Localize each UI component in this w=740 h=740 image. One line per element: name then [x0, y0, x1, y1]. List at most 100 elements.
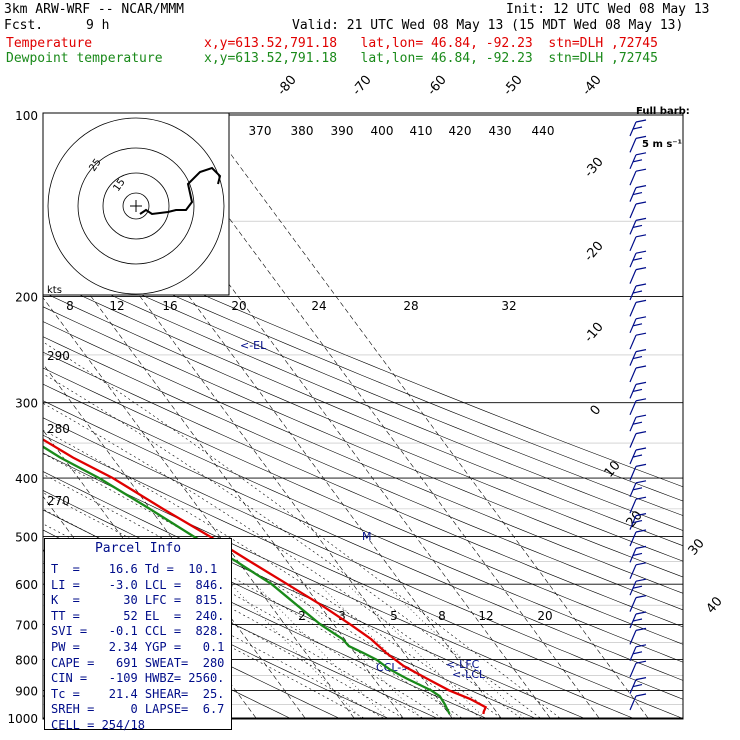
wind-barb-flag: [635, 119, 647, 123]
wind-barb: [629, 562, 647, 580]
moist-adiabat-line: [43, 473, 462, 719]
mixing-ratio-label: 3: [338, 609, 346, 623]
wind-barb-flag: [632, 651, 643, 655]
barb-legend: Full barb: 5 m s⁻¹: [636, 84, 690, 161]
hodograph-trace: [139, 166, 222, 216]
barb-legend-line2: 5 m s⁻¹: [642, 139, 682, 150]
wind-barb-flag: [635, 201, 647, 205]
theta-e-label: 390: [331, 124, 354, 138]
wind-barb-flag: [632, 126, 643, 130]
temperature-tick-label: -80: [275, 73, 300, 99]
wind-barb: [629, 365, 647, 383]
theta-e-label: 410: [410, 124, 433, 138]
wind-barb-staff: [629, 498, 637, 514]
wind-barb-flag: [632, 388, 643, 392]
model-title: 3km ARW-WRF -- NCAR/MMM: [4, 2, 185, 17]
wind-barb: [629, 496, 647, 514]
hodo-ring-middle: [102, 172, 170, 240]
wind-barb: [629, 185, 647, 202]
wind-barb: [629, 644, 647, 662]
wind-barb-flag: [635, 677, 647, 681]
wind-barb-flag: [632, 159, 643, 163]
pressure-tick-label: 300: [15, 397, 38, 411]
theta-e-label: 440: [532, 124, 555, 138]
pressure-tick-label: 200: [15, 291, 38, 305]
parcel-annotation: <-LFC: [446, 658, 480, 671]
hodo-ring-outer: [77, 147, 195, 265]
mixing-ratio-line: [287, 583, 422, 719]
dry-adiabat-line: [43, 263, 683, 531]
wind-barb: [629, 447, 647, 465]
wind-barb-staff: [629, 531, 637, 547]
wind-barb-staff: [629, 400, 637, 416]
wind-barb-flag: [632, 356, 643, 360]
wind-barb-flag: [635, 381, 647, 385]
wind-barb: [629, 217, 647, 235]
pressure-tick-label: 1000: [7, 712, 38, 726]
parcel-info-row: CIN = -109 HWBZ= 2560.: [51, 671, 225, 686]
temperature-legend: Temperature: [6, 36, 93, 51]
hodo-speed-tick: 12: [109, 299, 124, 313]
wind-barb-flag: [635, 267, 647, 271]
wind-barb-flag: [635, 545, 647, 549]
sounding-traces: [43, 438, 488, 715]
wind-barb-flag: [635, 660, 647, 664]
wind-barb-flag: [635, 595, 647, 599]
wind-barb-flag: [635, 283, 647, 287]
wind-barb: [629, 480, 647, 498]
pressure-tick-label: 700: [15, 619, 38, 633]
hodo-speed-tick: 28: [403, 299, 418, 313]
moist-adiabat-line: [43, 373, 541, 719]
wind-barb-flag: [635, 529, 647, 533]
wind-barb-staff: [629, 138, 637, 153]
dry-adiabat-line: [43, 367, 683, 645]
dry-adiabat-line: [43, 452, 633, 719]
wind-barb-flag: [635, 168, 647, 172]
wind-barb: [629, 349, 647, 366]
wind-barb: [629, 513, 647, 530]
theta-label: 290: [47, 349, 70, 363]
pressure-tick-label: 400: [15, 472, 38, 486]
dry-adiabat-line: [43, 291, 683, 562]
mixing-ratio-line: [384, 583, 525, 719]
dewpoint-line: [43, 445, 451, 715]
wind-barb: [629, 595, 647, 612]
wind-barb-flag: [632, 684, 643, 688]
temperature-tick-label: 40: [704, 594, 726, 616]
dry-adiabat-line: [43, 306, 683, 578]
wind-barb-flag: [635, 431, 647, 435]
wind-barb: [629, 135, 647, 153]
wind-barb: [629, 578, 647, 596]
wind-barb-flag: [635, 217, 647, 221]
wind-barb: [629, 693, 647, 711]
wind-barb-flag: [632, 585, 643, 589]
wind-barb-staff: [629, 564, 637, 580]
wind-barb-flag: [635, 152, 647, 156]
wind-barb: [629, 529, 647, 547]
wind-barb: [629, 250, 647, 268]
wind-barb: [629, 332, 647, 350]
dewpoint-legend: Dewpoint temperature: [6, 51, 163, 66]
parcel-info-row: CAPE = 691 SWEAT= 280: [51, 655, 225, 670]
parcel-annotation: M: [362, 530, 372, 543]
wind-barb-flag: [632, 618, 643, 622]
moist-adiabat-line: [43, 492, 443, 719]
hodo-ring-inner: [122, 192, 150, 220]
parcel-info-row: SREH = 0 LAPSE= 6.7: [51, 702, 225, 717]
wind-barb: [629, 267, 647, 284]
parcel-info-row: CELL = 254/18: [51, 717, 145, 732]
wind-barb-staff: [629, 170, 637, 186]
wind-barb-flag: [635, 332, 647, 336]
moist-adiabat-line: [43, 402, 521, 719]
moist-adiabat-line: [43, 341, 560, 719]
dry-adiabat-line: [43, 400, 683, 681]
wind-barb-flag: [635, 480, 647, 484]
moist-adiabat-line: [43, 453, 482, 719]
wind-barb-flag: [635, 185, 647, 189]
temperature-tick-label: -50: [501, 73, 526, 99]
wind-barb: [629, 299, 647, 317]
dry-adiabat-line: [43, 236, 683, 502]
wind-barb-staff: [629, 203, 637, 219]
hodo-speed-tick: 32: [501, 299, 516, 313]
dry-adiabat-line: [43, 250, 683, 516]
